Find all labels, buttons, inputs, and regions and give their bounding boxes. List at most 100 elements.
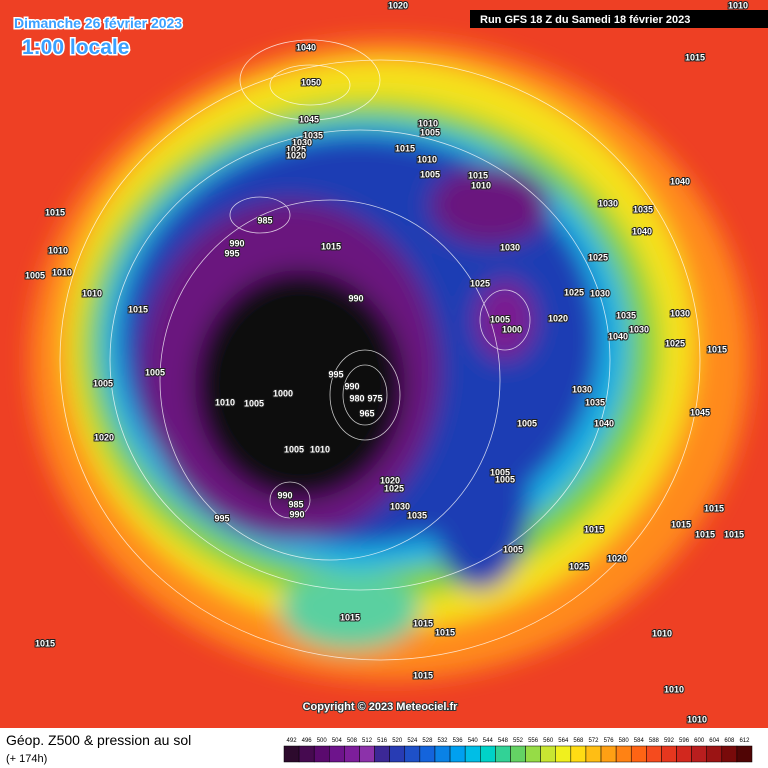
isobar-label: 1015: [45, 207, 65, 217]
isobar-label: 1015: [413, 618, 433, 628]
isobar-label: 1005: [420, 169, 440, 179]
scale-swatch: [404, 745, 421, 763]
isobar-label: 1040: [594, 418, 614, 428]
isobar-label: 1020: [388, 0, 408, 10]
isobar-label: 1045: [299, 114, 319, 124]
isobar-label: 1005: [244, 398, 264, 408]
scale-label: 568: [573, 738, 584, 744]
map: [0, 0, 768, 728]
isobar-label: 990: [289, 509, 304, 519]
isobar-label: 995: [214, 513, 229, 523]
isobar-label: 1005: [25, 270, 45, 280]
scale-label: 592: [664, 738, 675, 744]
isobar-label: 1005: [490, 314, 510, 324]
field-purple-3: [475, 280, 535, 360]
isobar-label: 1015: [685, 52, 705, 62]
scale-label: 496: [302, 738, 313, 744]
isobar-label: 1015: [128, 304, 148, 314]
scale-label: 576: [604, 738, 615, 744]
scale-label: 544: [483, 738, 494, 744]
scale-swatch: [525, 745, 541, 763]
isobar-label: 1035: [585, 397, 605, 407]
isobar-label: 1050: [301, 77, 321, 87]
scale-label: 556: [528, 738, 539, 744]
run-info: Run GFS 18 Z du Samedi 18 février 2023: [480, 14, 690, 26]
scale-label: 492: [287, 738, 298, 744]
isobar-label: 1010: [52, 267, 72, 277]
scale-label: 560: [543, 738, 554, 744]
isobar-label: 1040: [670, 176, 690, 186]
isobar-label: 1010: [652, 628, 672, 638]
legend-title: Géop. Z500 & pression au sol: [6, 732, 191, 748]
isobar-label: 1020: [607, 553, 627, 563]
isobar-label: 1045: [690, 407, 710, 417]
isobar-label: 1005: [517, 418, 537, 428]
local-time: 1:00 locale: [22, 36, 129, 59]
scale-swatch: [721, 745, 738, 763]
isobar-label: 990: [277, 490, 292, 500]
isobar-label: 1005: [420, 127, 440, 137]
field-purple-2: [430, 165, 550, 245]
scale-swatch: [676, 745, 692, 763]
isobar-label: 1010: [215, 397, 235, 407]
isobar-label: 1025: [665, 338, 685, 348]
isobar-label: 1025: [384, 483, 404, 493]
isobar-label: 1015: [435, 627, 455, 637]
scale-label: 596: [679, 738, 690, 744]
date-title: Dimanche 26 février 2023: [14, 15, 182, 31]
scale-swatch: [283, 745, 300, 763]
isobar-label: 1040: [608, 331, 628, 341]
isobar-label: 965: [359, 408, 374, 418]
scale-swatch: [570, 745, 587, 763]
scale-label: 516: [377, 738, 388, 744]
scale-swatch: [359, 745, 375, 763]
isobar-label: 1020: [380, 475, 400, 485]
forecast-lead: (+ 174h): [6, 753, 47, 765]
isobar-label: 1005: [490, 467, 510, 477]
scale-swatch: [706, 745, 723, 763]
isobar-label: 1015: [584, 524, 604, 534]
scale-label: 500: [317, 738, 328, 744]
isobar-label: 1025: [286, 144, 306, 154]
isobar-label: 1030: [292, 137, 312, 147]
isobar-label: 1030: [670, 308, 690, 318]
scale-swatch: [600, 745, 617, 763]
isobar-label: 1035: [407, 510, 427, 520]
isobar-label: 1010: [664, 684, 684, 694]
scale-label: 588: [649, 738, 660, 744]
isobar-label: 1010: [310, 444, 330, 454]
isobar-label: 995: [224, 248, 239, 258]
isobar-label: 1030: [598, 198, 618, 208]
scale-swatch: [630, 745, 647, 763]
isobar-label: 1005: [145, 367, 165, 377]
run-box: [470, 10, 768, 28]
isobar-label: 985: [257, 215, 272, 225]
scale-label: 504: [332, 738, 343, 744]
isobar-label: 980: [349, 393, 364, 403]
scale-label: 536: [453, 738, 464, 744]
scale-swatch: [540, 745, 556, 763]
isobar-label: 975: [367, 393, 382, 403]
isobar-label: 1035: [633, 204, 653, 214]
isobar-label: 1005: [495, 474, 515, 484]
isobar-label: 1005: [284, 444, 304, 454]
scale-swatch: [510, 745, 526, 763]
isobar-label: 1005: [93, 378, 113, 388]
isobar-label: 1010: [687, 714, 707, 724]
scale-label: 508: [347, 738, 358, 744]
isobar-label: 1015: [321, 241, 341, 251]
scale-label: 600: [694, 738, 705, 744]
scale-label: 520: [392, 738, 403, 744]
isobar-label: 1010: [728, 0, 748, 10]
isobar-label: 1020: [286, 150, 306, 160]
isobar-label: 1015: [724, 529, 744, 539]
isobar-label: 1005: [503, 544, 523, 554]
isobar-label: 1030: [572, 384, 592, 394]
isobar-label: 1030: [500, 242, 520, 252]
scale-label: 540: [468, 738, 479, 744]
isobar-label: 1010: [82, 288, 102, 298]
isobar-label: 1030: [590, 288, 610, 298]
isobar-label: 1010: [471, 180, 491, 190]
